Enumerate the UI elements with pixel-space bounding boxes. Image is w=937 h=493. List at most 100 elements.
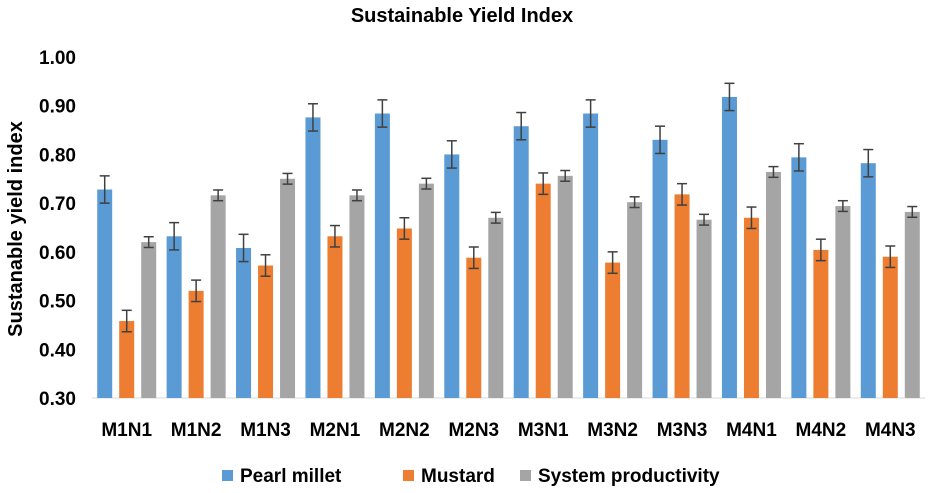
y-tick-label: 0.80 xyxy=(39,145,76,166)
bar-system-productivity-m2n2 xyxy=(418,183,434,398)
error-bar xyxy=(446,140,457,169)
error-bar xyxy=(468,246,479,270)
error-bar xyxy=(143,236,154,249)
error-bar xyxy=(560,169,571,182)
y-axis-label: Sustanable yield index xyxy=(5,121,27,337)
error-bar xyxy=(677,182,688,206)
legend-label-system-productivity: System productivity xyxy=(538,466,720,487)
bar-pearl-millet-m1n3 xyxy=(236,247,252,398)
x-axis-ticks: M1N1 M1N2 M1N3 M2N1 M2N2 M2N3 M3N1 M3N2 M3N3 M4N1… xyxy=(101,420,915,441)
x-tick-label: M2N1 xyxy=(310,420,361,441)
error-bar xyxy=(238,233,249,263)
bar-system-productivity-m3n1 xyxy=(557,175,573,398)
error-bar xyxy=(399,217,410,240)
bars xyxy=(97,82,920,399)
x-tick-label: M1N3 xyxy=(240,420,291,441)
error-bar xyxy=(191,279,202,303)
error-bar xyxy=(837,199,848,213)
x-tick-label: M4N1 xyxy=(726,420,777,441)
bar-mustard-m4n2 xyxy=(813,249,829,398)
error-bar xyxy=(724,82,735,112)
error-bar xyxy=(421,177,432,190)
error-bar xyxy=(538,172,549,196)
y-tick-label: 0.30 xyxy=(39,389,76,410)
legend-swatch-mustard xyxy=(403,470,414,481)
y-axis-ticks: 0.30 0.40 0.50 0.60 0.70 0.80 0.90 1.00 xyxy=(39,48,76,410)
bar-pearl-millet-m4n2 xyxy=(791,157,807,398)
legend-label-mustard: Mustard xyxy=(421,466,495,487)
bar-system-productivity-m3n3 xyxy=(696,219,712,398)
bar-pearl-millet-m1n1 xyxy=(97,189,113,398)
bar-pearl-millet-m2n1 xyxy=(305,117,321,399)
chart-title: Sustainable Yield Index xyxy=(351,5,573,27)
error-bar xyxy=(260,254,271,277)
x-tick-label: M4N3 xyxy=(865,420,916,441)
y-tick-label: 0.90 xyxy=(39,97,76,118)
x-tick-label: M1N2 xyxy=(171,420,222,441)
bar-pearl-millet-m3n3 xyxy=(652,139,668,399)
legend-swatch-system-productivity xyxy=(520,470,531,481)
bar-mustard-m3n3 xyxy=(674,194,690,398)
error-bar xyxy=(99,175,110,204)
error-bar xyxy=(607,251,618,275)
error-bar xyxy=(629,196,640,209)
error-bar xyxy=(329,224,340,248)
bar-pearl-millet-m2n2 xyxy=(374,113,390,398)
error-bar xyxy=(815,238,826,262)
bar-pearl-millet-m2n3 xyxy=(444,154,460,398)
x-tick-label: M3N2 xyxy=(587,420,638,441)
bar-system-productivity-m1n3 xyxy=(280,178,296,398)
error-bar xyxy=(793,142,804,172)
bar-mustard-m1n3 xyxy=(258,265,274,398)
bar-mustard-m3n2 xyxy=(605,262,621,398)
x-tick-label: M1N1 xyxy=(101,420,152,441)
bar-mustard-m4n3 xyxy=(882,256,898,398)
error-bar xyxy=(490,211,501,224)
bar-system-productivity-m2n1 xyxy=(349,195,365,398)
bar-mustard-m1n2 xyxy=(188,290,204,398)
error-bar xyxy=(169,221,180,251)
error-bar xyxy=(121,309,132,333)
error-bar xyxy=(655,125,666,155)
error-bar xyxy=(213,189,224,202)
x-tick-label: M2N2 xyxy=(379,420,430,441)
y-tick-label: 0.50 xyxy=(39,292,76,313)
bar-pearl-millet-m4n3 xyxy=(860,163,876,398)
error-bar xyxy=(282,172,293,185)
y-tick-label: 0.40 xyxy=(39,340,76,361)
bar-system-productivity-m1n2 xyxy=(210,195,226,398)
error-bar xyxy=(863,148,874,178)
bar-pearl-millet-m3n1 xyxy=(513,126,529,398)
bar-system-productivity-m4n1 xyxy=(765,171,781,398)
error-bar xyxy=(516,111,527,141)
error-bar xyxy=(907,205,918,219)
y-tick-label: 0.70 xyxy=(39,194,76,215)
bar-mustard-m2n1 xyxy=(327,236,343,398)
bar-pearl-millet-m4n1 xyxy=(721,96,737,399)
bar-system-productivity-m1n1 xyxy=(141,242,157,398)
bar-pearl-millet-m3n2 xyxy=(583,113,599,398)
error-bar xyxy=(377,99,388,128)
bar-system-productivity-m3n2 xyxy=(627,202,643,398)
error-bar xyxy=(885,245,896,269)
bar-system-productivity-m4n3 xyxy=(904,211,920,398)
error-bar xyxy=(351,189,362,202)
error-bar xyxy=(585,99,596,128)
bar-system-productivity-m4n2 xyxy=(835,206,851,398)
x-tick-label: M4N2 xyxy=(796,420,847,441)
error-bar xyxy=(307,103,318,132)
error-bar xyxy=(768,165,779,179)
legend-label-pearl-millet: Pearl millet xyxy=(240,466,342,487)
legend-swatch-pearl-millet xyxy=(222,470,233,481)
bar-mustard-m2n3 xyxy=(466,257,482,398)
x-tick-label: M3N3 xyxy=(657,420,708,441)
bar-mustard-m3n1 xyxy=(535,183,551,398)
x-tick-label: M3N1 xyxy=(518,420,569,441)
bar-mustard-m4n1 xyxy=(743,217,759,398)
legend: Pearl millet Mustard System productivity xyxy=(222,466,720,487)
error-bar xyxy=(699,213,710,226)
bar-mustard-m1n1 xyxy=(119,321,135,398)
error-bar xyxy=(746,206,757,230)
y-tick-label: 0.60 xyxy=(39,243,76,264)
